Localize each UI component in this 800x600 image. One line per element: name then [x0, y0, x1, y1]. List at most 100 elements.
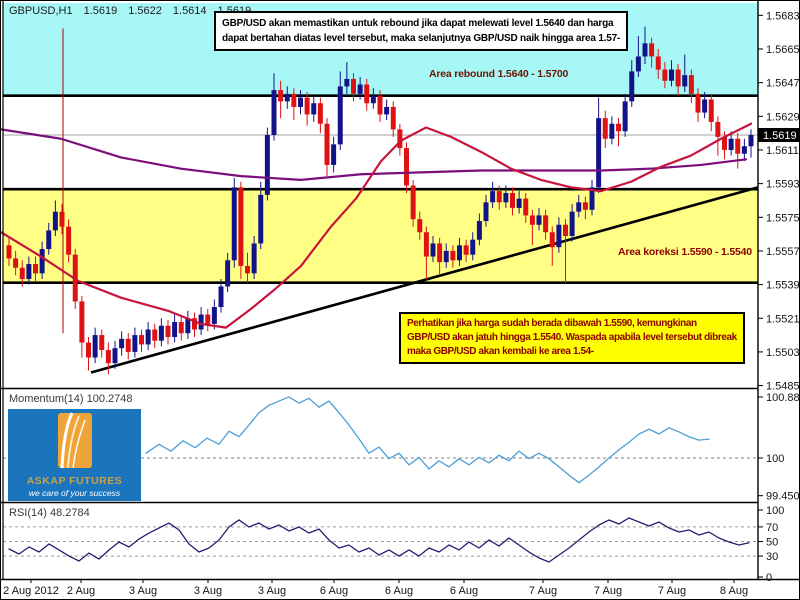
- time-axis-label: 7 Aug: [529, 585, 557, 597]
- candle-body: [185, 318, 191, 334]
- rsi-axis-label: 50: [766, 537, 778, 549]
- annotation-rebound-note[interactable]: GBP/USD akan memastikan untuk rebound ji…: [214, 11, 629, 51]
- annotation-koreksi-line2: GBP/USD akan jatuh hingga 1.5540. Waspad…: [407, 332, 737, 343]
- candle-body: [384, 106, 390, 115]
- candle-body: [298, 97, 303, 107]
- price-axis-label: 1.5683: [766, 10, 800, 22]
- candle-body: [264, 135, 270, 195]
- time-axis-label: 7 Aug: [658, 585, 686, 597]
- candle-body: [271, 90, 277, 135]
- candle-body: [238, 187, 244, 266]
- price-axis-label: 1.5575: [766, 212, 800, 224]
- price-axis-label: 1.5539: [766, 280, 800, 292]
- candle-body: [662, 69, 668, 81]
- candle-body: [417, 219, 423, 233]
- candle-body: [119, 338, 125, 349]
- candle-body: [669, 69, 674, 81]
- price-axis-label: 1.5557: [766, 246, 800, 258]
- candle-body: [317, 103, 323, 124]
- annotation-rebound-line2: dapat bertahan diatas level tersebut, ma…: [222, 33, 621, 44]
- candle-body: [523, 198, 529, 216]
- annotation-koreksi-note[interactable]: Perhatikan jika harga sudah berada dibaw…: [399, 312, 745, 364]
- candle-body: [370, 95, 376, 104]
- candle-body: [231, 187, 237, 261]
- price-axis-label: 1.5503: [766, 347, 800, 359]
- candle-body: [569, 211, 575, 236]
- candle-body: [443, 250, 449, 263]
- candle-body: [410, 185, 416, 220]
- candle-body: [397, 129, 403, 149]
- candle-body: [211, 307, 217, 324]
- candle-body: [52, 211, 58, 231]
- price-axis-label: 1.5629: [766, 111, 800, 123]
- logo-tagline: we care of your success: [28, 488, 121, 498]
- candle-body: [337, 86, 343, 145]
- ohlc-open: 1.5619: [83, 5, 118, 17]
- candle-body: [404, 148, 409, 186]
- candle-body: [364, 84, 370, 104]
- candle-body: [602, 118, 608, 139]
- candle-body: [503, 192, 509, 203]
- area-koreksi-label[interactable]: Area koreksi 1.5590 - 1.5540: [618, 246, 752, 258]
- ohlc-high: 1.5622: [128, 5, 162, 17]
- trendline[interactable]: [90, 186, 759, 374]
- candle-body: [99, 335, 105, 351]
- candle-body: [476, 221, 482, 240]
- momentum-axis-label: 100: [766, 453, 784, 465]
- candle-body: [46, 230, 52, 250]
- candle-body: [218, 286, 224, 308]
- candle-body: [172, 322, 178, 337]
- candle-body: [702, 99, 708, 113]
- zone-koreksi-band[interactable]: [3, 189, 758, 283]
- price-axis-label: 1.5647: [766, 78, 800, 90]
- candle-body: [304, 97, 310, 115]
- candle-body: [357, 84, 363, 94]
- candle-body: [125, 338, 131, 352]
- candle-body: [6, 245, 12, 259]
- candle-body: [735, 138, 741, 154]
- time-axis-label: 6 Aug: [385, 585, 413, 597]
- askap-futures-logo: ASKAP FUTURES we care of your success: [8, 409, 141, 501]
- time-axis-label: 6 Aug: [320, 585, 348, 597]
- price-axis-label: 1.5665: [766, 44, 800, 56]
- candle-body: [132, 335, 138, 352]
- momentum-indicator-label: Momentum(14) 100.2748: [9, 393, 133, 405]
- area-rebound-label[interactable]: Area rebound 1.5640 - 1.5700: [429, 68, 569, 80]
- candle-body: [582, 202, 588, 210]
- candle-body: [635, 56, 641, 72]
- candle-body: [490, 191, 496, 203]
- price-axis-label: 1.5521: [766, 313, 800, 325]
- candle-body: [258, 194, 264, 244]
- rsi-axis-label: 30: [766, 551, 778, 563]
- price-axis-label: 1.5593: [766, 179, 800, 191]
- candle-body: [642, 43, 648, 57]
- candle-body: [688, 75, 694, 94]
- candle-body: [649, 43, 655, 57]
- candle-body: [311, 103, 317, 115]
- candle-body: [251, 243, 257, 274]
- candle-body: [728, 138, 734, 150]
- candle-body: [470, 239, 476, 255]
- candle-body: [66, 226, 72, 255]
- candle-body: [682, 75, 688, 87]
- rsi-axis-label: 0: [766, 572, 772, 584]
- candle-body: [79, 301, 85, 343]
- current-price-tag-label: 1.5619: [763, 130, 797, 142]
- rsi-line: [8, 517, 750, 563]
- candle-body: [596, 118, 602, 188]
- candle-body: [576, 202, 582, 212]
- candle-body: [33, 264, 38, 274]
- candle-body: [165, 325, 171, 337]
- candle-body: [748, 135, 754, 147]
- candle-body: [192, 318, 197, 330]
- candle-body: [589, 187, 595, 210]
- candle-body: [59, 211, 65, 227]
- logo-title: ASKAP FUTURES: [26, 475, 123, 487]
- time-axis-label: 2 Aug 2012: [3, 585, 59, 597]
- candle-body: [390, 106, 396, 130]
- candle-body: [483, 202, 489, 222]
- candle-body: [695, 93, 701, 113]
- candle-body: [291, 93, 297, 107]
